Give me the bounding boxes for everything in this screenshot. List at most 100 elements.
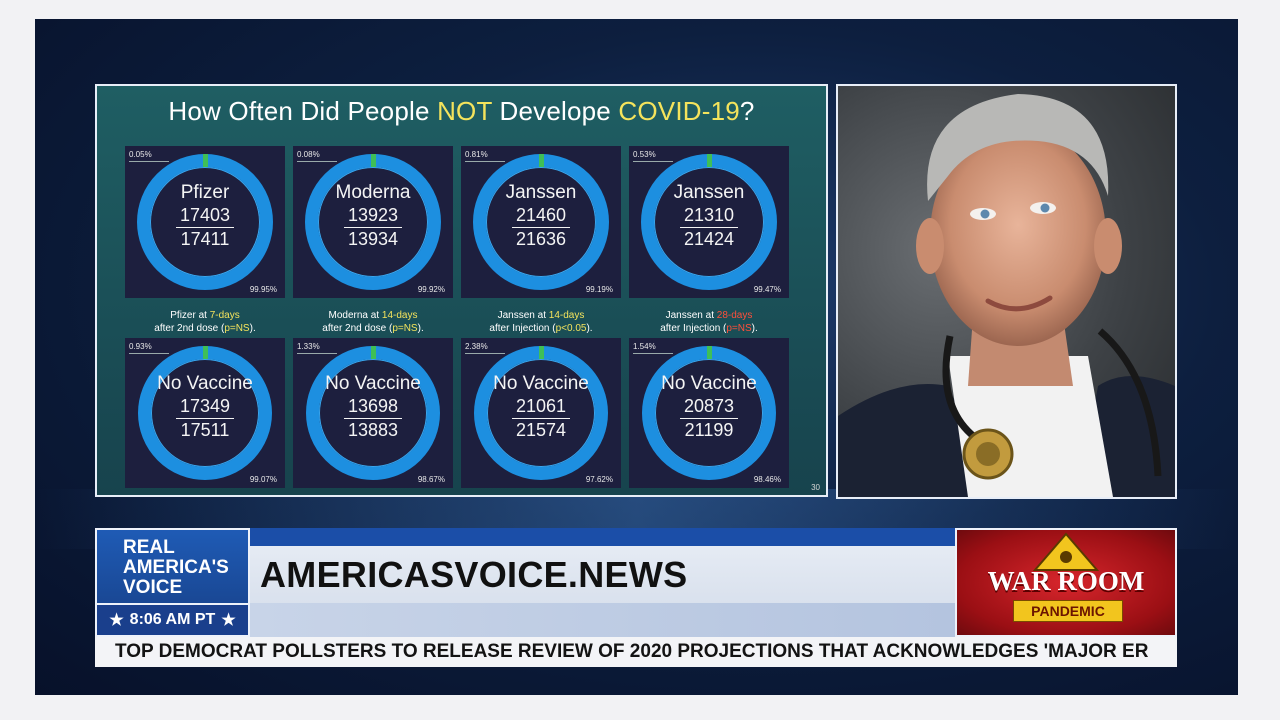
logo-line-2: AMERICA'S xyxy=(123,557,229,578)
numerator: 17349 xyxy=(179,396,231,416)
group-name: Pfizer xyxy=(180,182,230,203)
headline-top-bar xyxy=(250,528,955,546)
caption-part: 28-days xyxy=(716,310,753,321)
top-percentage: 1.33% xyxy=(297,342,337,354)
denominator: 21636 xyxy=(515,229,567,249)
caption-part: p=NS xyxy=(224,323,250,334)
bottom-percentage: 98.67% xyxy=(417,475,445,484)
title-highlight-covid: COVID-19 xyxy=(618,96,740,126)
ring-caption: Moderna at 14-days after 2nd dose (p=NS). xyxy=(288,309,458,335)
ring-label: No Vaccine 21061 21574 xyxy=(461,373,621,441)
caption-part: Janssen at xyxy=(497,310,549,321)
caption-part: after Injection ( xyxy=(660,323,727,334)
caption-part: 14-days xyxy=(381,310,418,321)
title-highlight-not: NOT xyxy=(437,96,493,126)
top-percentage: 0.08% xyxy=(297,150,337,162)
caption-part: p=NS xyxy=(392,323,418,334)
fraction-line xyxy=(512,418,570,419)
top-percentage: 1.54% xyxy=(633,342,673,354)
denominator: 21574 xyxy=(515,420,567,440)
ring-label: Janssen 21310 21424 xyxy=(629,182,789,250)
lower-third: REAL AMERICA'S VOICE ★ 8:06 AM PT ★ AMER… xyxy=(95,528,1177,637)
fraction-line xyxy=(344,227,402,228)
real-americas-voice-logo: REAL AMERICA'S VOICE ★ 8:06 AM PT ★ xyxy=(95,528,250,637)
ring-segment-mark xyxy=(707,154,712,167)
ring-panel: 0.81% Janssen 21460 21636 99.19% xyxy=(461,146,621,298)
caption-part: after 2nd dose ( xyxy=(154,323,225,334)
numerator: 17403 xyxy=(179,205,231,225)
headline-banner: AMERICASVOICE.NEWS xyxy=(250,528,955,637)
caption-part: Moderna at xyxy=(328,310,382,321)
logo-text: REAL AMERICA'S VOICE xyxy=(123,538,229,598)
ring-label: No Vaccine 13698 13883 xyxy=(293,373,453,441)
bottom-percentage: 97.62% xyxy=(585,475,613,484)
ring-label: No Vaccine 17349 17511 xyxy=(125,373,285,441)
ring-panel: 0.08% Moderna 13923 13934 99.92% xyxy=(293,146,453,298)
war-room-title: WAR ROOM xyxy=(987,566,1145,596)
ring-label: No Vaccine 20873 21199 xyxy=(629,373,789,441)
fraction-line xyxy=(680,418,738,419)
numerator: 13923 xyxy=(347,205,399,225)
denominator: 17511 xyxy=(180,420,230,440)
numerator: 21310 xyxy=(683,205,735,225)
ring-caption: Janssen at 14-days after Injection (p<0.0… xyxy=(456,309,626,335)
denominator: 17411 xyxy=(180,229,230,249)
slide-title: How Often Did People NOT Develope COVID-… xyxy=(97,96,826,127)
caption-part: after 2nd dose ( xyxy=(322,323,393,334)
ring-segment-mark xyxy=(371,346,376,359)
denominator: 21424 xyxy=(683,229,735,249)
bottom-percentage: 99.92% xyxy=(417,285,445,294)
broadcast-time: 8:06 AM PT xyxy=(129,611,216,628)
caption-part: ). xyxy=(751,323,758,334)
title-part: How Often Did People xyxy=(168,96,438,126)
speaker-portrait xyxy=(838,94,1175,497)
numerator: 13698 xyxy=(347,396,399,416)
fraction-line xyxy=(512,227,570,228)
ring-label: Moderna 13923 13934 xyxy=(293,182,453,250)
logo-line-3: VOICE xyxy=(123,577,183,598)
bottom-percentage: 99.95% xyxy=(249,285,277,294)
caption-part: Janssen at xyxy=(665,310,717,321)
ring-segment-mark xyxy=(203,346,208,359)
caption-part: ). xyxy=(586,323,593,334)
ring-segment-mark xyxy=(707,346,712,359)
caption-part: ). xyxy=(249,323,256,334)
war-room-pandemic-logo: WAR ROOM PANDEMIC xyxy=(955,528,1177,637)
presentation-slide: How Often Did People NOT Develope COVID-… xyxy=(95,84,828,497)
group-name: No Vaccine xyxy=(493,373,589,394)
numerator: 20873 xyxy=(683,396,735,416)
fraction-line xyxy=(680,227,738,228)
bottom-percentage: 99.47% xyxy=(753,285,781,294)
slide-number: 30 xyxy=(811,483,820,492)
ring-panel: 0.05% Pfizer 17403 17411 99.95% xyxy=(125,146,285,298)
denominator: 21199 xyxy=(684,420,734,440)
caption-part: 14-days xyxy=(548,310,585,321)
ring-panel: 2.38% No Vaccine 21061 21574 97.62% xyxy=(461,338,621,488)
ring-panel: 1.33% No Vaccine 13698 13883 98.67% xyxy=(293,338,453,488)
headline-text: AMERICASVOICE.NEWS xyxy=(260,554,688,595)
group-name: No Vaccine xyxy=(661,373,757,394)
biohazard-icon xyxy=(1032,532,1100,571)
pandemic-label: PANDEMIC xyxy=(1013,600,1123,622)
caption-part: p<0.05 xyxy=(555,323,587,334)
ring-label: Janssen 21460 21636 xyxy=(461,182,621,250)
fraction-line xyxy=(176,418,234,419)
ring-segment-mark xyxy=(371,154,376,167)
speaker-photo xyxy=(836,84,1177,499)
time-bar: ★ 8:06 AM PT ★ xyxy=(97,603,248,635)
ring-caption: Janssen at 28-days after Injection (p=NS)… xyxy=(624,309,794,335)
group-name: Moderna xyxy=(335,182,411,203)
headline-bottom-bar xyxy=(250,603,955,637)
news-ticker: TOP DEMOCRAT POLLSTERS TO RELEASE REVIEW… xyxy=(95,637,1177,667)
top-percentage: 0.93% xyxy=(129,342,169,354)
top-percentage: 0.53% xyxy=(633,150,673,162)
title-part: ? xyxy=(739,96,755,126)
ring-label: Pfizer 17403 17411 xyxy=(125,182,285,250)
denominator: 13883 xyxy=(347,420,399,440)
ring-segment-mark xyxy=(539,154,544,167)
logo-line-1: REAL xyxy=(123,537,175,558)
group-name: Janssen xyxy=(673,182,745,203)
caption-part: p=NS xyxy=(726,323,752,334)
caption-part: 7-days xyxy=(209,310,240,321)
top-percentage: 2.38% xyxy=(465,342,505,354)
